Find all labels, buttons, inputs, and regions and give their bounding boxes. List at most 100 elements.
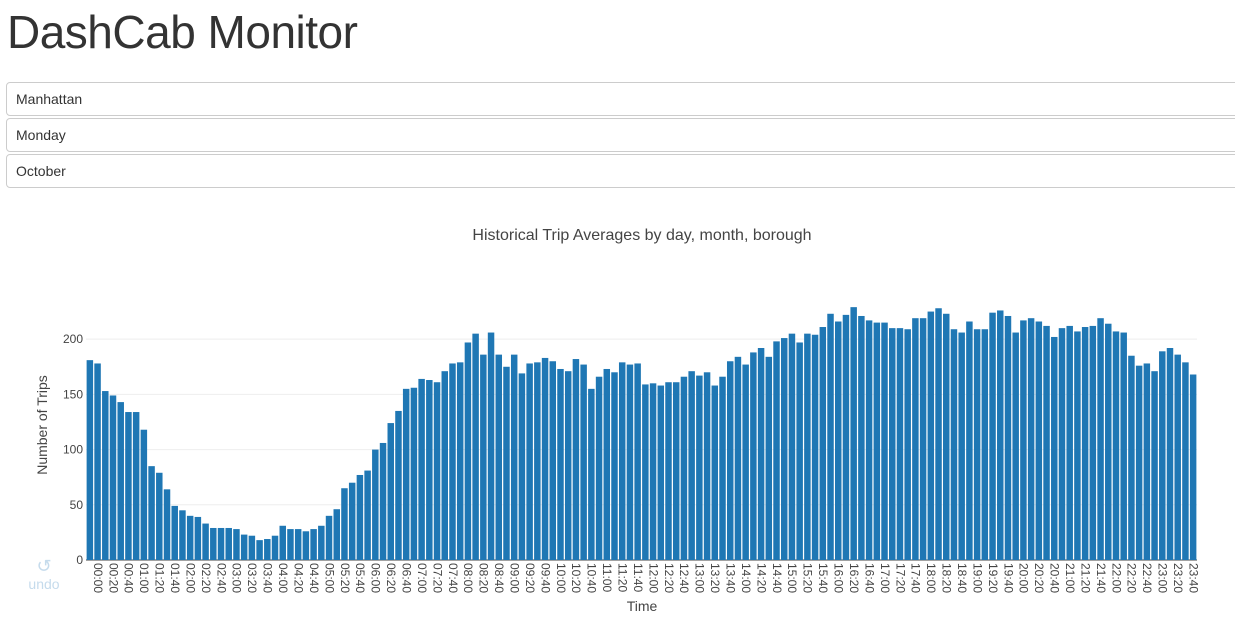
bar[interactable] (773, 341, 780, 561)
undo-button[interactable]: ↺ undo (24, 556, 64, 592)
bar[interactable] (1128, 355, 1135, 560)
bar[interactable] (835, 321, 842, 561)
bar[interactable] (171, 505, 178, 560)
bar[interactable] (1120, 332, 1127, 560)
bar[interactable] (1058, 328, 1066, 561)
bar[interactable] (850, 307, 857, 560)
bar[interactable] (796, 342, 803, 560)
bar[interactable] (1004, 315, 1012, 560)
bar[interactable] (1189, 374, 1197, 561)
bar[interactable] (680, 376, 688, 560)
bar[interactable] (325, 515, 333, 560)
bar[interactable] (842, 314, 850, 561)
bar[interactable] (302, 531, 310, 560)
bar[interactable] (503, 366, 510, 560)
bar[interactable] (348, 482, 356, 560)
bar[interactable] (858, 315, 865, 560)
bar[interactable] (456, 362, 464, 560)
bar[interactable] (1105, 323, 1112, 560)
bar[interactable] (472, 333, 479, 560)
bar[interactable] (711, 385, 719, 560)
borough-dropdown[interactable]: Manhattan (6, 82, 1235, 116)
bar[interactable] (518, 373, 526, 560)
bar[interactable] (649, 383, 657, 560)
bar[interactable] (1174, 354, 1181, 561)
bar[interactable] (973, 329, 981, 560)
bar[interactable] (588, 388, 595, 560)
bar[interactable] (889, 328, 896, 561)
bar[interactable] (256, 540, 263, 561)
month-dropdown[interactable]: October (6, 154, 1235, 188)
bar[interactable] (1143, 363, 1151, 560)
bar[interactable] (989, 312, 996, 560)
bar[interactable] (742, 364, 749, 560)
bar[interactable] (86, 360, 94, 560)
bar[interactable] (726, 361, 734, 560)
bar[interactable] (958, 332, 965, 560)
bar[interactable] (564, 371, 572, 560)
bar[interactable] (865, 320, 873, 560)
bar[interactable] (109, 395, 117, 560)
bar[interactable] (1027, 318, 1035, 560)
bar[interactable] (433, 382, 441, 560)
bar[interactable] (804, 333, 811, 560)
bar[interactable] (487, 332, 495, 560)
bar[interactable] (1020, 320, 1027, 560)
bar[interactable] (819, 327, 827, 560)
bar[interactable] (611, 372, 618, 560)
bar[interactable] (719, 376, 726, 560)
bar[interactable] (225, 527, 232, 560)
bar[interactable] (997, 310, 1004, 560)
bar[interactable] (780, 338, 788, 560)
bar[interactable] (541, 357, 549, 560)
bar[interactable] (657, 385, 665, 560)
bar[interactable] (210, 527, 217, 560)
bar[interactable] (248, 535, 256, 560)
bar[interactable] (364, 470, 371, 560)
bar[interactable] (765, 356, 773, 560)
bar[interactable] (125, 412, 132, 560)
bar[interactable] (881, 322, 888, 560)
bar[interactable] (966, 321, 973, 561)
bar[interactable] (341, 488, 348, 560)
bar[interactable] (595, 376, 603, 560)
bar[interactable] (132, 412, 140, 560)
bar[interactable] (549, 361, 557, 560)
bar[interactable] (981, 329, 989, 560)
bar[interactable] (603, 368, 611, 560)
bar[interactable] (1182, 362, 1189, 560)
bar[interactable] (1051, 336, 1058, 560)
bar[interactable] (217, 527, 225, 560)
bar[interactable] (102, 391, 109, 560)
bar[interactable] (279, 525, 286, 560)
bar[interactable] (1066, 325, 1073, 560)
bar[interactable] (873, 322, 881, 560)
bar[interactable] (495, 354, 503, 561)
bar[interactable] (402, 388, 410, 560)
bar[interactable] (634, 363, 641, 560)
bar[interactable] (395, 410, 402, 560)
bar[interactable] (896, 328, 904, 561)
bar[interactable] (572, 359, 580, 560)
bar[interactable] (379, 442, 387, 560)
bar[interactable] (580, 364, 587, 560)
bar[interactable] (1081, 327, 1089, 560)
bar[interactable] (233, 529, 240, 560)
bar[interactable] (912, 318, 919, 560)
bar[interactable] (441, 371, 448, 560)
bar[interactable] (356, 474, 364, 560)
bar[interactable] (1074, 331, 1081, 560)
bar[interactable] (387, 423, 394, 560)
bar[interactable] (372, 449, 379, 560)
bar[interactable] (318, 525, 325, 560)
bar[interactable] (557, 368, 564, 560)
bar[interactable] (943, 313, 950, 560)
bar[interactable] (526, 363, 533, 560)
bar[interactable] (927, 311, 935, 560)
bar[interactable] (703, 372, 711, 560)
bar[interactable] (287, 529, 294, 560)
bar[interactable] (294, 529, 302, 560)
bar[interactable] (935, 308, 942, 560)
bar[interactable] (264, 539, 271, 560)
bar[interactable] (186, 515, 194, 560)
